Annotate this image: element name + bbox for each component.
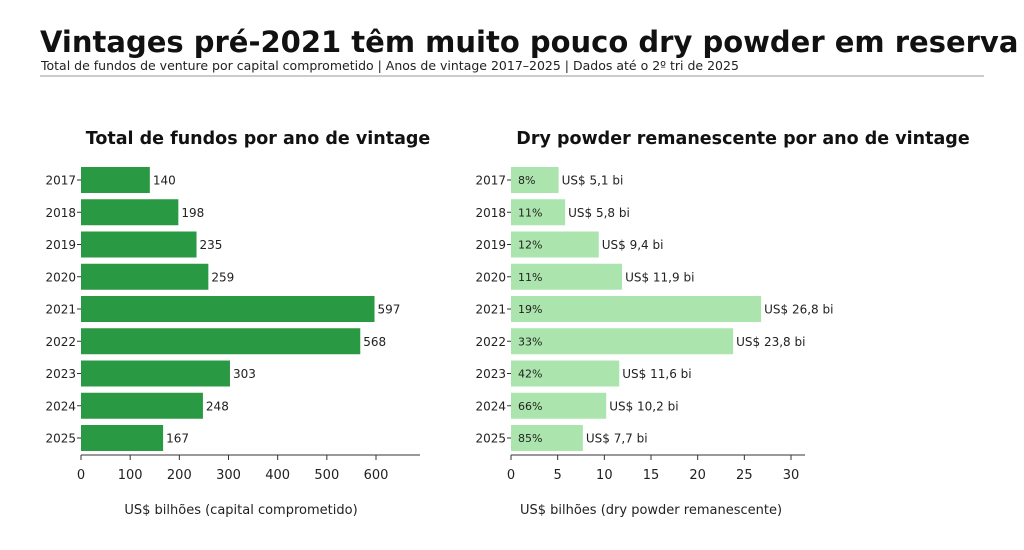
x-tick-label: 0	[507, 468, 515, 483]
data-label: US$ 10,2 bi	[609, 399, 678, 413]
x-tick-label: 400	[265, 468, 290, 483]
bar-2020	[81, 263, 209, 290]
x-tick-label: 0	[77, 468, 85, 483]
data-label: US$ 23,8 bi	[736, 335, 805, 349]
data-label: US$ 9,4 bi	[602, 238, 664, 252]
share-label: 12%	[518, 239, 542, 252]
panel-1: Total de fundos por ano de vintage 2017 14…	[45, 129, 430, 518]
x-tick-label: 100	[118, 468, 143, 483]
bar-2018	[81, 199, 179, 226]
y-tick-label: 2023	[45, 367, 76, 381]
y-tick-label: 2021	[45, 303, 76, 317]
x-tick-label: 25	[736, 468, 753, 483]
y-tick-label: 2019	[475, 238, 506, 252]
share-label: 85%	[518, 432, 542, 445]
data-label: 259	[211, 270, 234, 284]
bar-2022	[511, 328, 734, 355]
y-tick-label: 2018	[475, 206, 506, 220]
x-tick-label: 15	[643, 468, 660, 483]
data-label: US$ 11,6 bi	[622, 367, 691, 381]
y-tick-label: 2020	[475, 270, 506, 284]
y-tick-label: 2025	[45, 432, 76, 446]
data-label: US$ 7,7 bi	[586, 432, 648, 446]
bar-2021	[511, 296, 762, 322]
y-tick-label: 2021	[475, 303, 506, 317]
share-label: 66%	[518, 400, 542, 413]
y-tick-label: 2024	[475, 399, 506, 413]
share-label: 11%	[518, 206, 542, 219]
bar-2020	[511, 263, 623, 290]
data-label: 597	[378, 303, 401, 317]
share-label: 19%	[518, 303, 542, 316]
x-axis-label: US$ bilhões (dry powder remanescente)	[520, 503, 782, 518]
bar-2024	[511, 392, 607, 419]
bar-2017	[511, 167, 559, 193]
y-tick-label: 2018	[45, 206, 76, 220]
y-tick-label: 2017	[45, 174, 76, 188]
data-label: 140	[153, 174, 176, 188]
x-tick-label: 200	[167, 468, 192, 483]
bar-2019	[511, 231, 599, 258]
data-label: 568	[363, 335, 386, 349]
bar-2021	[81, 296, 375, 322]
bar-2023	[511, 360, 620, 387]
bar-2025	[511, 425, 583, 451]
data-label: US$ 5,1 bi	[562, 174, 624, 188]
panel-2: Dry powder remanescente por ano de vinta…	[475, 129, 969, 518]
data-label: 235	[200, 238, 223, 252]
y-tick-label: 2025	[475, 432, 506, 446]
y-tick-label: 2020	[45, 270, 76, 284]
data-label: US$ 5,8 bi	[568, 206, 630, 220]
share-label: 33%	[518, 335, 542, 348]
data-label: US$ 11,9 bi	[625, 270, 694, 284]
y-tick-label: 2023	[475, 367, 506, 381]
data-label: US$ 26,8 bi	[764, 303, 833, 317]
y-tick-label: 2019	[45, 238, 76, 252]
share-label: 42%	[518, 368, 542, 381]
data-label: 167	[166, 432, 189, 446]
bar-2024	[81, 392, 203, 419]
y-tick-label: 2022	[45, 335, 76, 349]
x-tick-label: 300	[216, 468, 241, 483]
x-axis-label: US$ bilhões (capital comprometido)	[124, 503, 357, 518]
bar-2017	[81, 167, 150, 193]
x-tick-label: 5	[554, 468, 562, 483]
x-tick-label: 30	[783, 468, 800, 483]
share-label: 11%	[518, 271, 542, 284]
x-tick-label: 10	[596, 468, 613, 483]
figure-subtitle: Total de fundos de venture por capital c…	[40, 58, 739, 73]
bar-2019	[81, 231, 197, 258]
data-label: 303	[233, 367, 256, 381]
y-tick-label: 2024	[45, 399, 76, 413]
bar-2023	[81, 360, 230, 387]
data-label: 248	[206, 399, 229, 413]
y-tick-label: 2022	[475, 335, 506, 349]
panel-title: Dry powder remanescente por ano de vinta…	[516, 129, 970, 149]
y-tick-label: 2017	[475, 174, 506, 188]
figure-title: Vintages pré-2021 têm muito pouco dry po…	[40, 25, 1018, 59]
x-tick-label: 500	[314, 468, 339, 483]
data-label: 198	[181, 206, 204, 220]
share-label: 8%	[518, 174, 535, 187]
x-tick-label: 600	[364, 468, 389, 483]
panel-title: Total de fundos por ano de vintage	[86, 129, 431, 149]
bar-2025	[81, 425, 164, 451]
bar-2018	[511, 199, 566, 226]
x-tick-label: 20	[689, 468, 706, 483]
bar-2022	[81, 328, 361, 355]
